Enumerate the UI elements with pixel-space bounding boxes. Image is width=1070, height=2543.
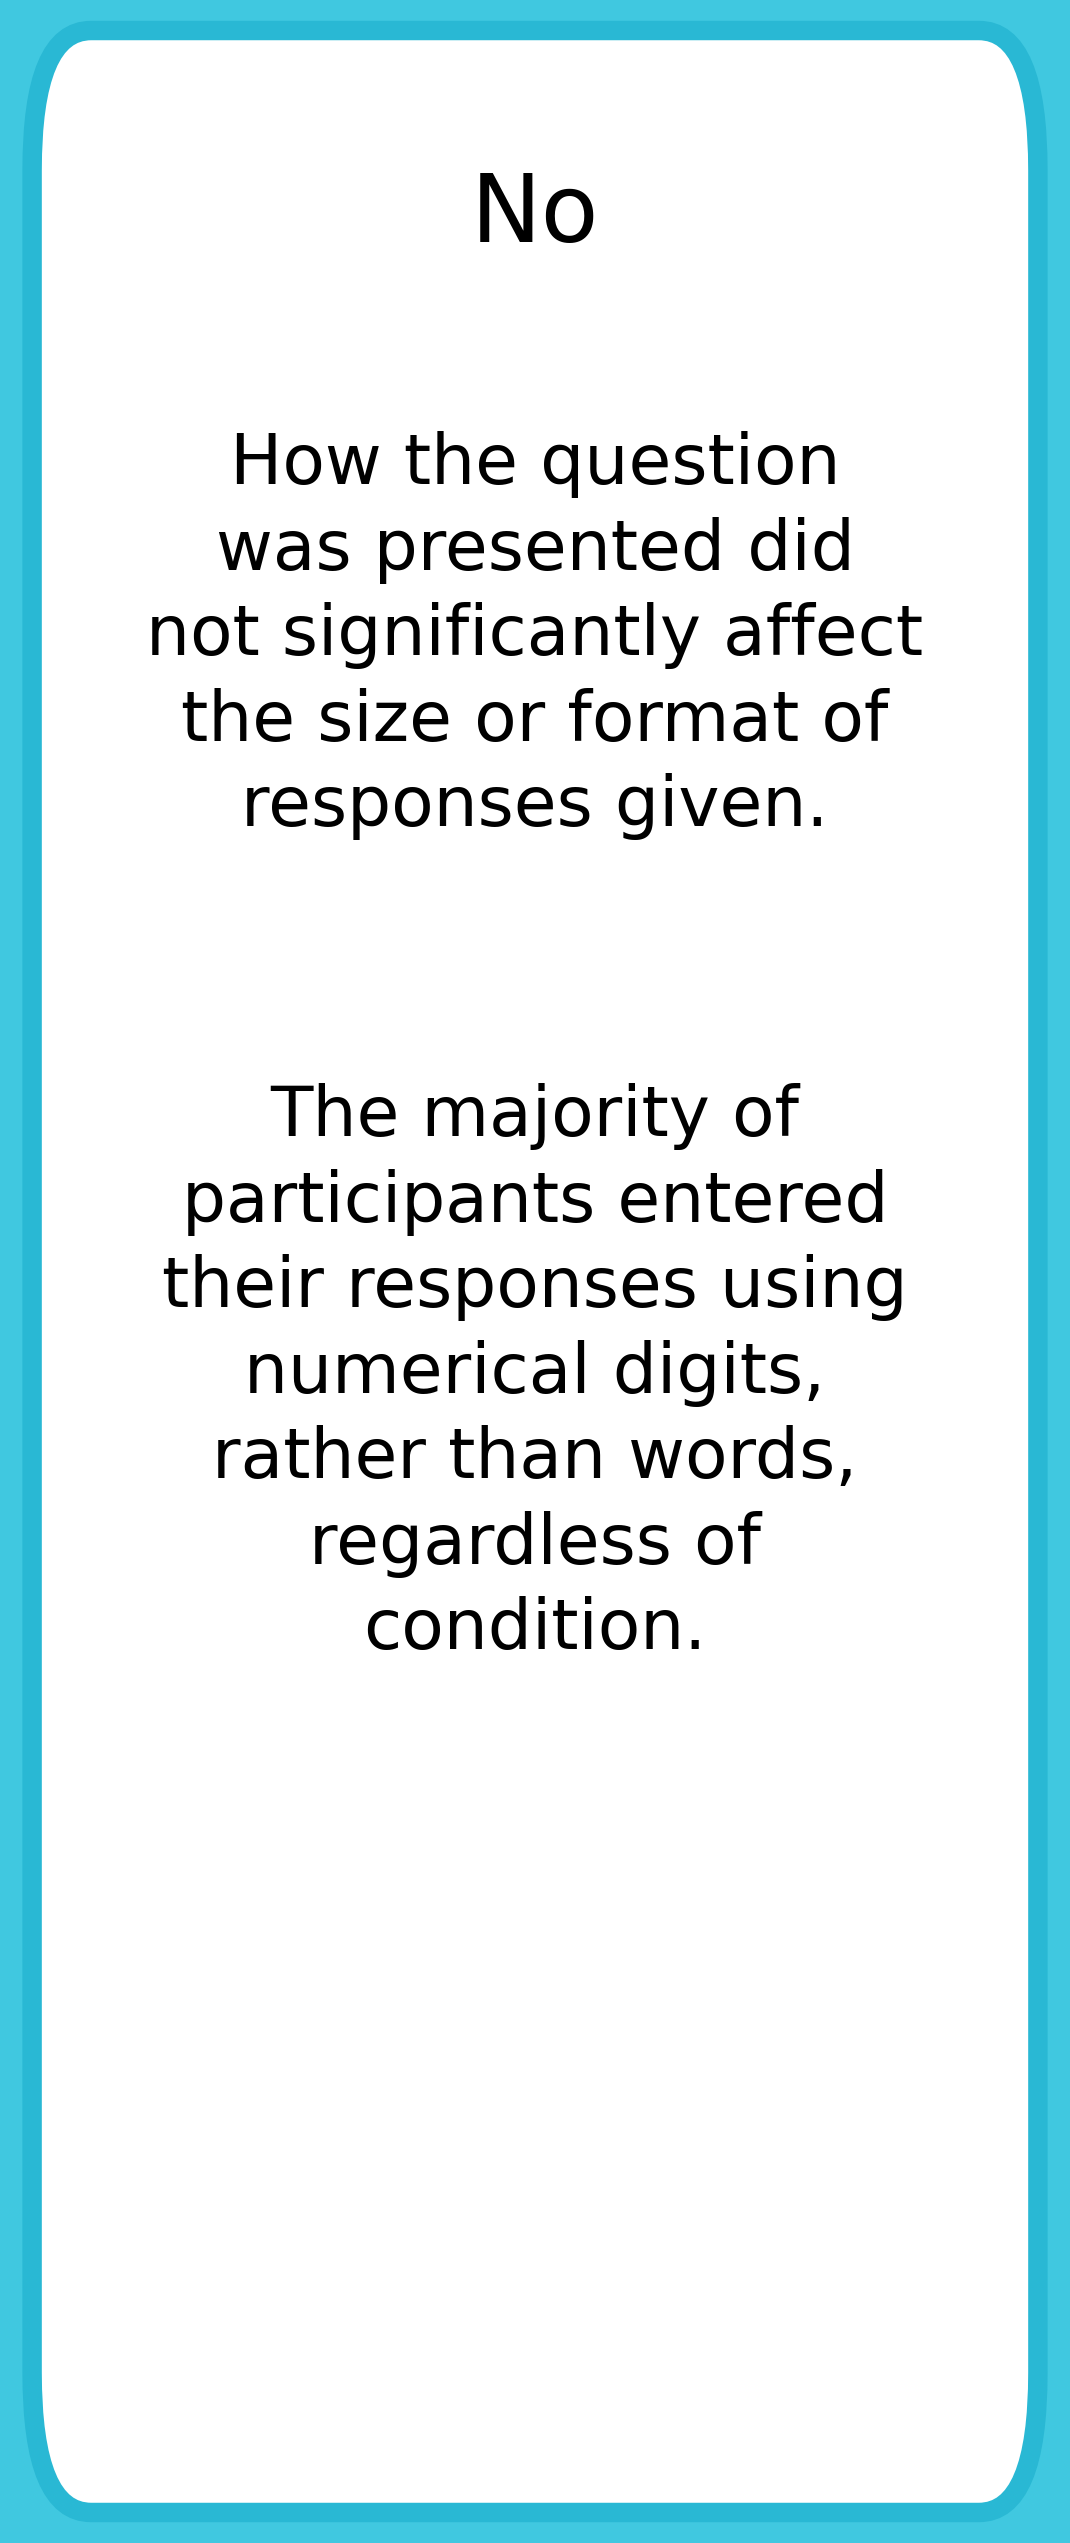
Text: How the question
was presented did
not significantly affect
the size or format o: How the question was presented did not s… (147, 432, 923, 839)
FancyBboxPatch shape (32, 31, 1038, 2512)
Text: The majority of
participants entered
their responses using
numerical digits,
rat: The majority of participants entered the… (163, 1083, 907, 1663)
Text: No: No (471, 170, 599, 262)
